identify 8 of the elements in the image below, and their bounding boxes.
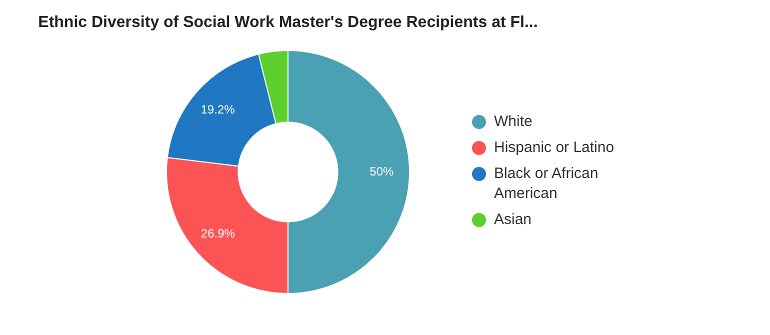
legend-label: White — [494, 112, 534, 132]
data-label: 26.9% — [200, 226, 236, 240]
legend-label: Black or African American — [494, 164, 600, 204]
data-label: 19.2% — [200, 102, 236, 116]
legend-label: Hispanic or Latino — [494, 138, 616, 158]
data-label: 50% — [370, 164, 394, 178]
chart-title: Ethnic Diversity of Social Work Master's Degree Recipients at Fl... — [37, 14, 539, 32]
legend-label: Asian — [494, 210, 533, 230]
